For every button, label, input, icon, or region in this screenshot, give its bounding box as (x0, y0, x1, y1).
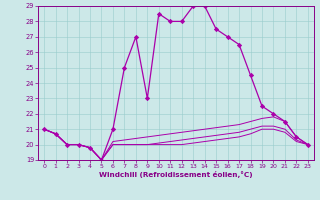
X-axis label: Windchill (Refroidissement éolien,°C): Windchill (Refroidissement éolien,°C) (99, 171, 253, 178)
